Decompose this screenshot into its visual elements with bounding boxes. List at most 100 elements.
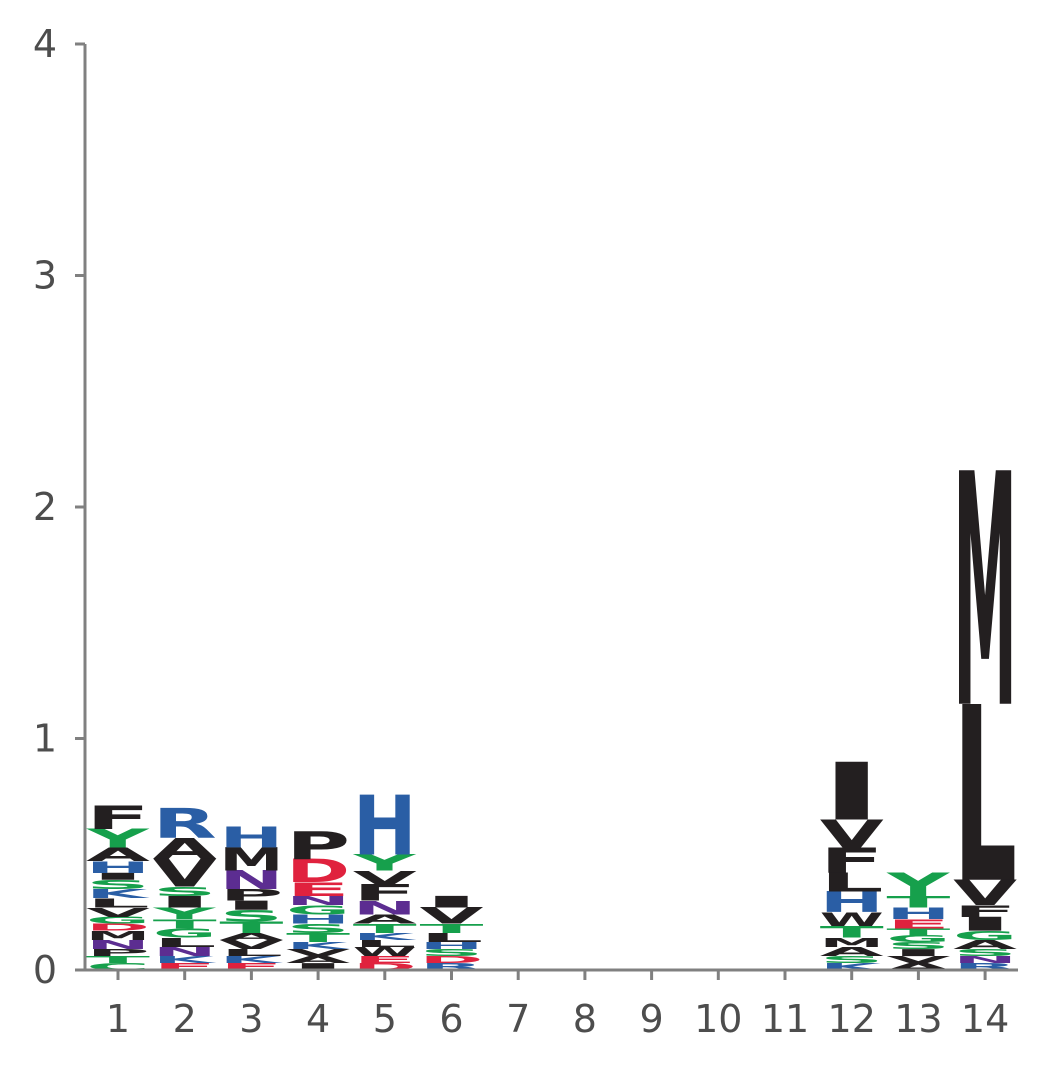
logo-letter-k: K (820, 961, 885, 972)
x-tick-label: 13 (894, 997, 942, 1041)
logo-letter-h: H (219, 821, 283, 855)
logo-letter-n: N (86, 937, 150, 952)
logo-letter-a: A (219, 931, 284, 942)
logo-letter-v: V (219, 937, 283, 952)
logo-letter-v: V (353, 867, 418, 889)
x-ticks: 1 2 3 4 5 6 7 8 9 10 11 12 13 14 (106, 970, 1009, 1041)
logo-letter-l: L (219, 947, 283, 958)
logo-letter-g: G (886, 933, 950, 944)
logo-letter-g: G (153, 926, 217, 941)
logo-letter-y: Y (352, 850, 416, 876)
x-tick-label: 14 (961, 997, 1009, 1041)
logo-letter-d: D (86, 922, 150, 933)
logo-letter-y: Y (886, 867, 951, 904)
logo-letter-m: M (86, 928, 150, 943)
logo-letter-s: S (86, 877, 150, 892)
logo-letter-v: V (820, 812, 884, 856)
logo-letter-l: L (953, 656, 1017, 937)
logo-letter-a: A (886, 961, 951, 972)
logo-letter-e: E (219, 961, 283, 972)
logo-letter-p: P (86, 947, 150, 958)
x-tick-label: 9 (640, 997, 664, 1041)
logo-letter-h: H (886, 905, 950, 923)
logo-stacks: CTPNMDGVLKSIHAYFEKNLGTYISVAREKLVATSIPNMH… (85, 408, 1017, 972)
logo-letter-t: T (86, 954, 151, 965)
logo-letter-t: T (219, 918, 283, 936)
logo-letter-n: N (286, 893, 350, 908)
logo-letter-c: C (86, 961, 150, 972)
logo-letter-t: T (420, 921, 484, 936)
logo-letter-s: S (886, 940, 950, 951)
logo-letter-h: H (86, 858, 150, 876)
logo-letter-a: A (153, 833, 217, 866)
logo-letter-n: N (953, 954, 1017, 965)
x-tick-label: 6 (439, 997, 463, 1041)
logo-letter-e: E (153, 961, 217, 972)
y-tick-label: 2 (33, 485, 57, 529)
logo-letter-k: K (286, 941, 351, 952)
logo-letter-l: L (153, 935, 217, 950)
logo-letter-g: G (86, 915, 150, 926)
logo-letter-p: P (219, 886, 283, 904)
logo-letter-t: T (353, 921, 417, 936)
logo-letter-p: P (286, 823, 350, 868)
logo-letter-k: K (86, 887, 150, 902)
logo-letter-e: E (353, 954, 417, 965)
logo-letter-i: I (886, 947, 950, 958)
logo-letter-h: H (286, 912, 350, 927)
logo-letter-t: T (820, 923, 884, 941)
logo-letter-e: E (286, 878, 350, 900)
logo-letter-h: H (420, 940, 484, 951)
logo-letter-a: A (953, 937, 1017, 952)
logo-letter-v: V (886, 954, 951, 965)
logo-letter-v: V (153, 852, 217, 896)
x-tick-label: 8 (573, 997, 597, 1041)
logo-letter-w: W (353, 944, 417, 959)
x-tick-label: 3 (239, 997, 263, 1041)
logo-letter-s: S (420, 947, 484, 958)
logo-letter-t: T (286, 930, 350, 945)
logo-letter-a: A (86, 844, 151, 866)
logo-letter-m: M (953, 408, 1017, 780)
logo-letter-i: I (820, 746, 884, 838)
logo-letter-m: M (219, 841, 283, 878)
logo-letter-v: V (86, 905, 150, 920)
logo-letter-i: I (153, 893, 217, 911)
x-tick-label: 11 (761, 997, 809, 1041)
logo-letter-d: D (420, 954, 484, 965)
logo-letter-k: K (153, 954, 218, 965)
x-tick-label: 5 (373, 997, 397, 1041)
logo-letter-g: G (953, 928, 1017, 943)
logo-letter-l: L (86, 896, 150, 911)
logo-letter-y: Y (152, 905, 217, 923)
logo-letter-s: S (153, 884, 217, 899)
logo-letter-a: A (820, 944, 884, 959)
logo-letter-i: I (219, 898, 283, 913)
x-tick-label: 10 (694, 997, 742, 1041)
logo-letter-t: T (153, 917, 217, 932)
x-tick-label: 4 (306, 997, 330, 1041)
logo-letter-y: Y (85, 824, 150, 853)
y-ticks: 0 1 2 3 4 (33, 22, 85, 992)
logo-letter-r: R (953, 961, 1017, 972)
logo-letter-n: N (219, 866, 283, 895)
logo-letter-d: D (353, 961, 417, 972)
logo-letter-a: A (286, 954, 351, 965)
logo-letter-l: L (420, 931, 484, 946)
x-tick-label: 12 (828, 997, 876, 1041)
logo-letter-s: S (820, 954, 884, 965)
logo-letter-e: E (886, 917, 950, 932)
logo-letter-l: L (820, 868, 884, 897)
logo-letter-i: I (420, 893, 484, 911)
logo-letter-f: F (820, 840, 884, 881)
logo-letter-i: I (86, 871, 150, 882)
logo-letter-s: S (219, 907, 283, 925)
logo-letter-w: W (820, 909, 884, 931)
logo-letter-s: S (286, 921, 350, 936)
logo-letter-i: I (286, 961, 350, 972)
logo-letter-k: K (219, 954, 284, 965)
logo-letter-m: M (820, 935, 884, 950)
logo-letter-r: R (420, 961, 484, 972)
y-tick-label: 3 (33, 254, 57, 298)
